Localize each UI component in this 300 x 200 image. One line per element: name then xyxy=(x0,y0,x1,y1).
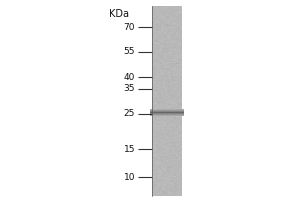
Text: 55: 55 xyxy=(124,47,135,56)
Text: 35: 35 xyxy=(124,84,135,93)
Bar xyxy=(150,114,184,115)
Bar xyxy=(150,115,184,116)
Text: 15: 15 xyxy=(124,144,135,154)
Text: 70: 70 xyxy=(124,22,135,31)
Text: 25: 25 xyxy=(124,110,135,118)
Bar xyxy=(150,109,184,110)
Text: 40: 40 xyxy=(124,72,135,82)
Bar xyxy=(150,112,184,113)
Text: 10: 10 xyxy=(124,172,135,182)
Bar xyxy=(150,112,184,113)
Bar xyxy=(150,111,184,112)
Text: KDa: KDa xyxy=(109,9,129,19)
Bar xyxy=(150,110,184,111)
Bar xyxy=(150,111,184,112)
Bar xyxy=(150,110,184,111)
Bar xyxy=(152,6,182,196)
Bar xyxy=(150,115,184,116)
Bar xyxy=(150,109,184,110)
Bar xyxy=(150,113,184,114)
